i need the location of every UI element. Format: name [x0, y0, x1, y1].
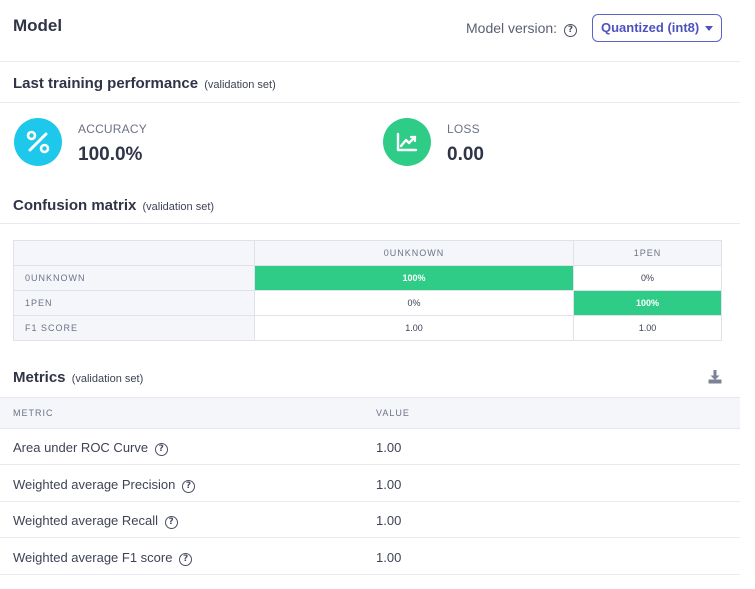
metric-name-text: Area under ROC Curve: [13, 440, 149, 455]
metrics-section-title: Metrics (validation set): [13, 369, 143, 386]
confusion-header-row: 0UNKNOWN 1PEN: [13, 240, 722, 266]
confusion-cell: 100%: [573, 290, 722, 316]
metric-name: Weighted average F1 score ?: [13, 550, 193, 566]
question-circle-icon[interactable]: ?: [181, 480, 195, 493]
accuracy-label: ACCURACY: [78, 122, 147, 136]
metrics-subtitle: (validation set): [71, 373, 144, 385]
metric-row: Weighted average F1 score ? 1.00: [0, 539, 740, 575]
metric-row: Weighted average Recall ? 1.00: [0, 502, 740, 538]
confusion-row: 0UNKNOWN 100% 0%: [13, 265, 722, 291]
metric-name-text: Weighted average F1 score: [13, 550, 173, 565]
metric-name-text: Weighted average Recall: [13, 513, 159, 528]
percent-icon: [14, 118, 62, 166]
confusion-cell: 1.00: [573, 315, 722, 341]
question-circle-icon[interactable]: ?: [154, 443, 168, 456]
caret-down-icon: [705, 26, 713, 31]
metric-row: Weighted average Precision ? 1.00: [0, 466, 740, 502]
training-title-text: Last training performance: [13, 75, 199, 92]
confusion-row-header: 1PEN: [13, 290, 255, 316]
divider: [0, 102, 740, 103]
confusion-cell: 100%: [253, 265, 575, 291]
metric-value: 1.00: [376, 477, 402, 492]
confusion-col-header: 1PEN: [573, 240, 722, 266]
training-subtitle: (validation set): [204, 79, 276, 91]
metric-value: 1.00: [376, 440, 402, 455]
confusion-row-header: F1 SCORE: [13, 315, 255, 341]
loss-label: LOSS: [447, 122, 480, 136]
metric-column-header: METRIC: [13, 408, 54, 418]
confusion-section-title: Confusion matrix (validation set): [13, 197, 214, 214]
question-circle-icon[interactable]: ?: [164, 516, 178, 529]
metric-value: 1.00: [376, 550, 402, 565]
accuracy-value: 100.0%: [78, 144, 143, 165]
confusion-row-header: 0UNKNOWN: [13, 265, 255, 291]
model-header: Model Model version: ? Quantized (int8): [0, 0, 755, 60]
metric-name: Weighted average Recall ?: [13, 513, 178, 529]
value-column-header: VALUE: [376, 408, 410, 418]
confusion-title-text: Confusion matrix: [13, 197, 137, 214]
confusion-corner-cell: [13, 240, 255, 266]
divider: [0, 61, 740, 62]
confusion-row: 1PEN 0% 100%: [13, 290, 722, 316]
confusion-cell: 0%: [253, 290, 575, 316]
page-title: Model: [13, 16, 63, 35]
metric-row: Area under ROC Curve ? 1.00: [0, 429, 740, 465]
model-version-label: Model version: ?: [466, 20, 577, 37]
question-circle-icon[interactable]: ?: [179, 553, 193, 566]
metric-name: Area under ROC Curve ?: [13, 440, 168, 456]
confusion-f1-row: F1 SCORE 1.00 1.00: [13, 315, 722, 341]
confusion-cell: 0%: [573, 265, 722, 291]
metrics-table-header: METRIC VALUE: [0, 397, 740, 429]
metric-name: Weighted average Precision ?: [13, 477, 195, 493]
trend-chart-icon: [383, 118, 431, 166]
metric-name-text: Weighted average Precision: [13, 477, 176, 492]
confusion-matrix-table: 0UNKNOWN 1PEN 0UNKNOWN 100% 0% 1PEN 0% 1…: [13, 240, 722, 341]
metrics-title-text: Metrics: [13, 369, 66, 386]
metric-value: 1.00: [376, 513, 402, 528]
download-icon[interactable]: [707, 369, 723, 385]
loss-value: 0.00: [447, 144, 484, 165]
model-version-label-text: Model version:: [466, 20, 558, 36]
confusion-subtitle: (validation set): [142, 201, 215, 213]
training-section-title: Last training performance (validation se…: [13, 75, 276, 92]
confusion-col-header: 0UNKNOWN: [253, 240, 575, 266]
divider: [0, 223, 740, 224]
confusion-cell: 1.00: [253, 315, 575, 341]
question-circle-icon[interactable]: ?: [563, 24, 577, 37]
model-version-dropdown[interactable]: Quantized (int8): [592, 14, 722, 42]
model-version-selected: Quantized (int8): [601, 20, 700, 35]
